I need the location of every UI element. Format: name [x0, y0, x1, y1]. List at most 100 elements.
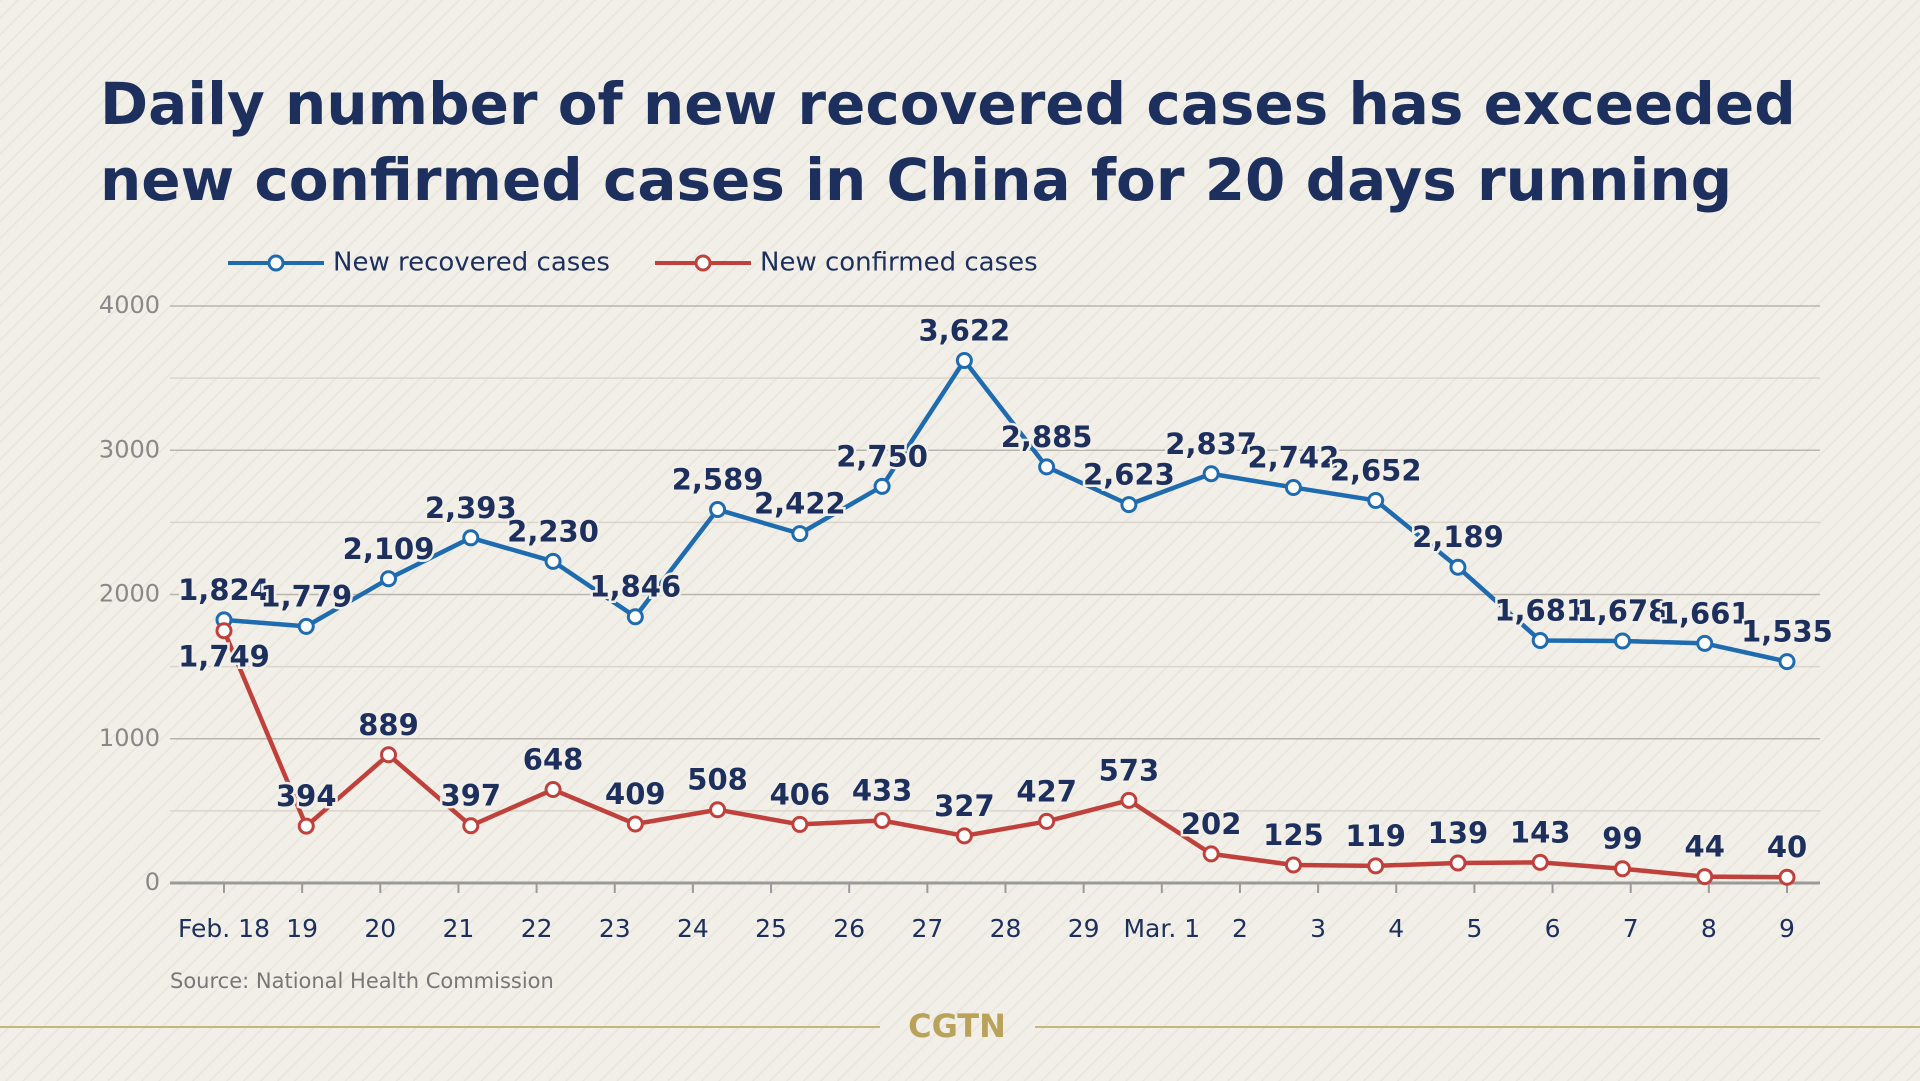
x-tick-label: 3	[1310, 914, 1326, 943]
value-label: 2,885	[1001, 420, 1093, 454]
legend-label: New confirmed cases	[760, 248, 1038, 278]
x-tick-label: 2	[1232, 914, 1248, 943]
series-line	[221, 629, 1788, 880]
value-label: 143	[1510, 815, 1571, 849]
value-label: 508	[687, 763, 748, 797]
x-tick-label: 20	[364, 914, 396, 943]
x-tick-label: Feb. 18	[178, 914, 270, 943]
title-line: new confirmed cases in China for 20 days…	[100, 146, 1732, 214]
y-tick-label: 3000	[99, 435, 160, 463]
x-tick-label: 22	[521, 914, 553, 943]
value-label: 2,422	[754, 487, 846, 521]
value-label: 573	[1099, 753, 1160, 787]
value-label: 1,749	[178, 640, 270, 674]
x-tick-label: 27	[911, 914, 943, 943]
y-tick-label: 1000	[99, 724, 160, 752]
title-line: Daily number of new recovered cases has …	[100, 70, 1796, 138]
point	[380, 746, 398, 764]
point	[1367, 857, 1385, 875]
x-tick-label: 7	[1623, 914, 1639, 943]
value-label: 2,109	[343, 532, 435, 566]
point	[626, 608, 644, 626]
x-tick-label: 24	[677, 914, 709, 943]
value-label: 99	[1602, 822, 1642, 856]
x-tick-label: 8	[1701, 914, 1717, 943]
point	[1531, 853, 1549, 871]
y-tick-label: 2000	[99, 580, 160, 608]
y-tick-label: 0	[145, 868, 160, 896]
value-label: 125	[1263, 818, 1324, 852]
value-label: 433	[852, 774, 913, 808]
point	[297, 617, 315, 635]
x-tick-label: 19	[286, 914, 318, 943]
point	[791, 525, 809, 543]
point	[1284, 856, 1302, 874]
value-label: 1,779	[260, 579, 352, 613]
value-label: 2,837	[1165, 427, 1257, 461]
point	[380, 570, 398, 588]
point	[1696, 634, 1714, 652]
value-label: 889	[358, 708, 419, 742]
x-tick-label: 9	[1779, 914, 1795, 943]
point	[1778, 868, 1796, 886]
value-label: 427	[1016, 774, 1077, 808]
point	[791, 815, 809, 833]
point	[709, 801, 727, 819]
value-label: 648	[523, 743, 584, 777]
x-tick-label: Mar. 1	[1123, 914, 1200, 943]
value-label: 2,652	[1330, 453, 1422, 487]
value-label: 2,189	[1412, 520, 1504, 554]
legend-marker	[267, 254, 285, 272]
legend-marker	[694, 254, 712, 272]
y-tick-label: 4000	[99, 291, 160, 319]
point	[297, 817, 315, 835]
point	[1284, 478, 1302, 496]
value-label: 2,742	[1248, 440, 1340, 474]
x-tick-label: 29	[1068, 914, 1100, 943]
series-line	[223, 358, 1788, 664]
value-label: 394	[276, 779, 337, 813]
value-label: 1,824	[178, 573, 270, 607]
point	[1120, 496, 1138, 514]
value-label: 44	[1685, 830, 1725, 864]
value-label: 397	[441, 779, 502, 813]
source: Source: National Health Commission	[170, 969, 554, 993]
point	[1202, 465, 1220, 483]
point	[1696, 868, 1714, 886]
x-tick-label: 5	[1466, 914, 1482, 943]
point	[955, 827, 973, 845]
value-label: 2,589	[672, 463, 764, 497]
point	[1613, 632, 1631, 650]
logo: CGTN	[908, 1007, 1006, 1045]
value-label: 2,750	[836, 439, 928, 473]
point	[462, 529, 480, 547]
x-tick-label: 6	[1545, 914, 1561, 943]
point	[1778, 653, 1796, 671]
x-tick-label: 4	[1388, 914, 1404, 943]
value-label: 1,846	[589, 570, 681, 604]
x-tick-label: 21	[443, 914, 475, 943]
point	[709, 501, 727, 519]
point	[215, 622, 233, 640]
point	[873, 477, 891, 495]
value-label: 1,661	[1659, 596, 1751, 630]
value-label: 406	[770, 777, 831, 811]
point	[626, 815, 644, 833]
value-label: 2,393	[425, 491, 517, 525]
point	[544, 781, 562, 799]
point	[544, 552, 562, 570]
point	[1531, 632, 1549, 650]
value-label: 1,681	[1494, 594, 1586, 628]
x-tick-label: 23	[599, 914, 631, 943]
legend-label: New recovered cases	[333, 248, 610, 278]
point	[1038, 812, 1056, 830]
value-label: 1,535	[1741, 615, 1833, 649]
value-label: 3,622	[919, 314, 1011, 348]
point	[873, 812, 891, 830]
x-tick-label: 26	[833, 914, 865, 943]
point	[1202, 845, 1220, 863]
value-label: 2,230	[507, 514, 599, 548]
value-label: 409	[605, 777, 666, 811]
